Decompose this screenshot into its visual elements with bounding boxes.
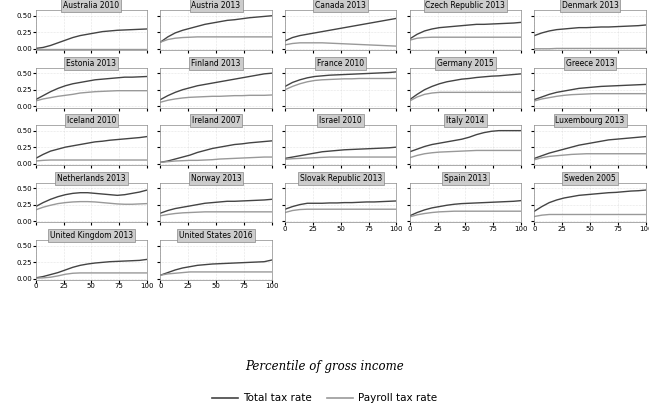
- Title: Ireland 2007: Ireland 2007: [192, 116, 240, 125]
- Title: Germany 2015: Germany 2015: [437, 59, 494, 68]
- Text: Percentile of gross income: Percentile of gross income: [245, 360, 404, 373]
- Title: United Kingdom 2013: United Kingdom 2013: [50, 231, 133, 240]
- Title: Luxembourg 2013: Luxembourg 2013: [556, 116, 625, 125]
- Title: Estonia 2013: Estonia 2013: [66, 59, 116, 68]
- Title: Greece 2013: Greece 2013: [566, 59, 615, 68]
- Title: Netherlands 2013: Netherlands 2013: [57, 174, 126, 183]
- Title: Iceland 2010: Iceland 2010: [67, 116, 116, 125]
- Title: Czech Republic 2013: Czech Republic 2013: [426, 1, 506, 10]
- Title: France 2010: France 2010: [317, 59, 364, 68]
- Title: Norway 2013: Norway 2013: [191, 174, 241, 183]
- Title: Denmark 2013: Denmark 2013: [561, 1, 618, 10]
- Title: Sweden 2005: Sweden 2005: [564, 174, 616, 183]
- Title: Slovak Republic 2013: Slovak Republic 2013: [300, 174, 382, 183]
- Title: Israel 2010: Israel 2010: [319, 116, 362, 125]
- Title: Canada 2013: Canada 2013: [315, 1, 366, 10]
- Title: United States 2016: United States 2016: [179, 231, 253, 240]
- Title: Spain 2013: Spain 2013: [444, 174, 487, 183]
- Title: Italy 2014: Italy 2014: [446, 116, 485, 125]
- Title: Finland 2013: Finland 2013: [191, 59, 241, 68]
- Title: Australia 2010: Australia 2010: [64, 1, 119, 10]
- Legend: Total tax rate, Payroll tax rate: Total tax rate, Payroll tax rate: [207, 389, 442, 408]
- Title: Austria 2013: Austria 2013: [191, 1, 241, 10]
